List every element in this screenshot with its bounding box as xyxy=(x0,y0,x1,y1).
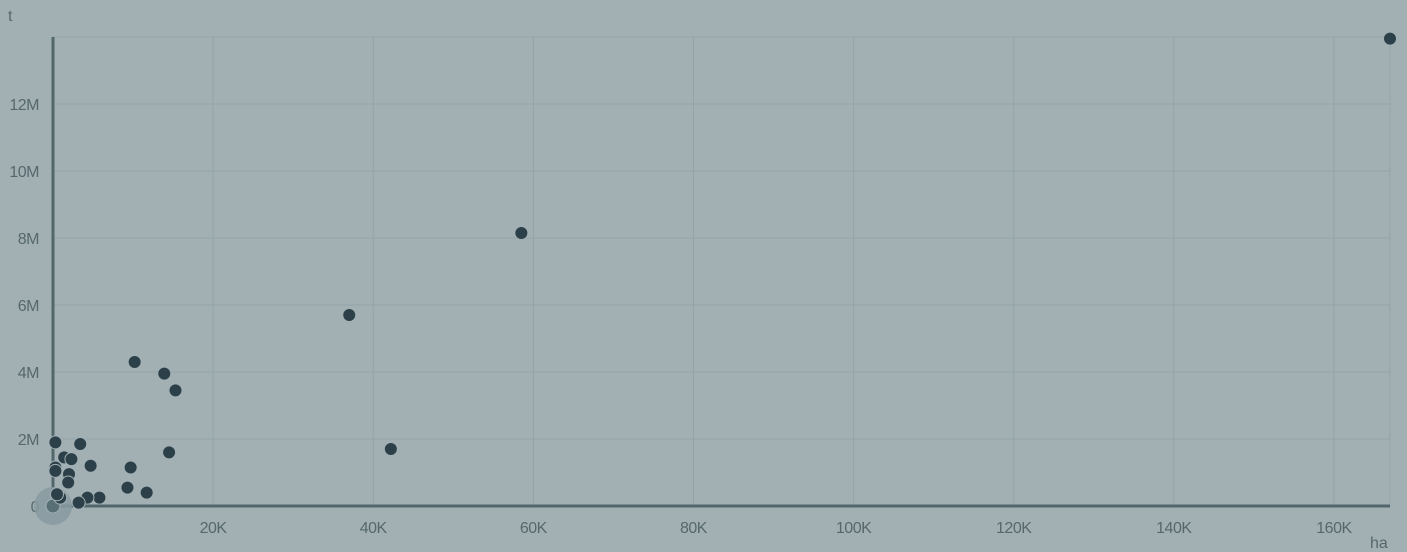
data-point[interactable] xyxy=(342,308,357,323)
data-point[interactable] xyxy=(50,487,65,502)
data-point[interactable] xyxy=(64,452,79,467)
x-tick-label: 40K xyxy=(360,520,388,537)
data-point[interactable] xyxy=(48,435,63,450)
axes xyxy=(51,37,1390,508)
y-tick-label: 6M xyxy=(18,298,39,315)
data-point[interactable] xyxy=(514,225,529,240)
data-point[interactable] xyxy=(1383,31,1397,46)
data-point[interactable] xyxy=(127,354,142,369)
data-point[interactable] xyxy=(162,445,177,460)
grid xyxy=(53,36,1391,506)
x-axis-unit-label: ha xyxy=(1370,535,1388,552)
data-point[interactable] xyxy=(83,458,98,473)
x-tick-label: 80K xyxy=(680,520,708,537)
x-tick-label: 120K xyxy=(996,520,1032,537)
y-tick-label: 2M xyxy=(18,432,39,449)
data-point[interactable] xyxy=(73,437,88,452)
y-tick-label: 10M xyxy=(9,164,39,181)
tick-labels: 02M4M6M8M10M12M20K40K60K80K100K120K140K1… xyxy=(9,97,1353,537)
y-tick-label: 4M xyxy=(18,365,39,382)
data-point[interactable] xyxy=(48,463,63,478)
y-tick-label: 8M xyxy=(18,231,39,248)
x-tick-label: 100K xyxy=(836,520,872,537)
x-tick-label: 160K xyxy=(1316,520,1352,537)
y-axis-unit-label: t xyxy=(8,8,13,25)
x-tick-label: 140K xyxy=(1156,520,1192,537)
data-point[interactable] xyxy=(61,475,76,490)
data-point[interactable] xyxy=(383,442,398,457)
data-point[interactable] xyxy=(168,383,183,398)
data-point[interactable] xyxy=(120,480,135,495)
data-point[interactable] xyxy=(92,490,107,505)
data-point[interactable] xyxy=(71,495,86,510)
data-points xyxy=(34,31,1397,525)
y-tick-label: 12M xyxy=(9,97,39,114)
data-point[interactable] xyxy=(139,485,154,500)
data-point[interactable] xyxy=(157,366,172,381)
x-tick-label: 20K xyxy=(200,520,228,537)
data-point[interactable] xyxy=(123,460,138,475)
x-tick-label: 60K xyxy=(520,520,548,537)
